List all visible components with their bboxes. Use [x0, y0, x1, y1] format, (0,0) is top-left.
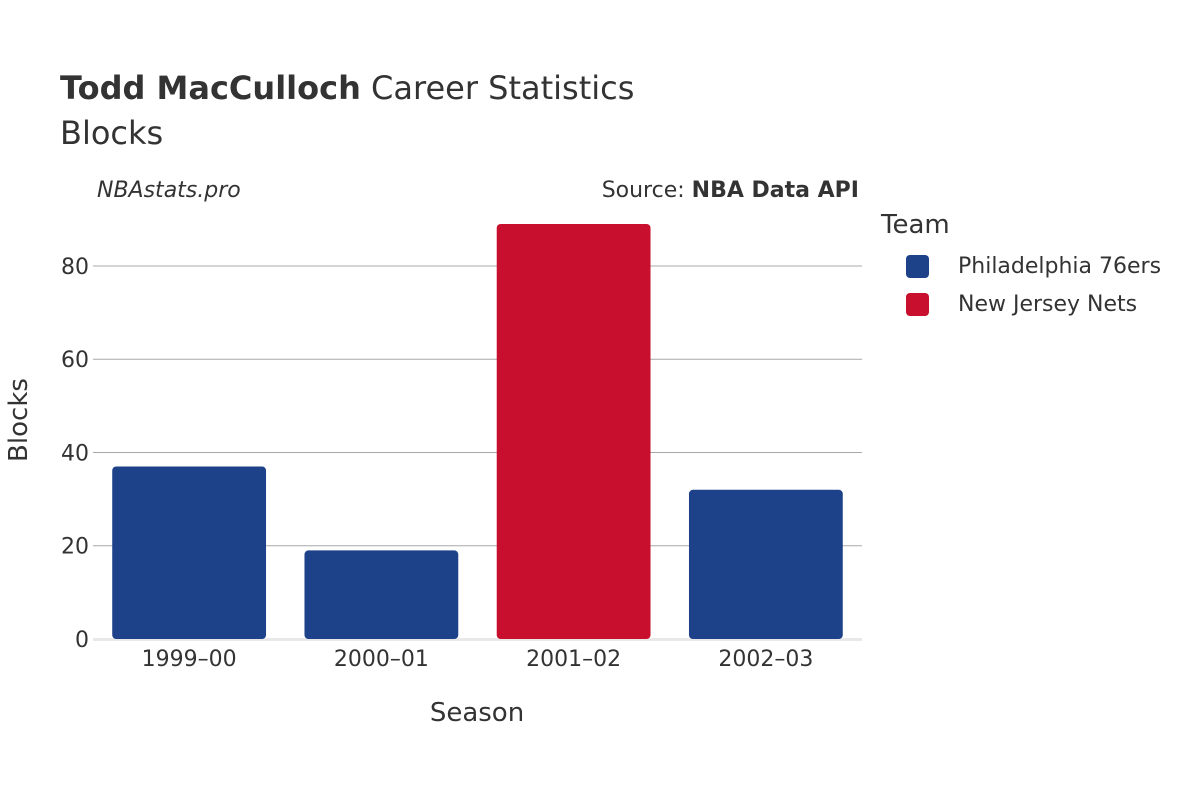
source-prefix: Source:	[601, 178, 692, 203]
legend-label-philadelphia-76ers: Philadelphia 76ers	[958, 254, 1162, 279]
bar-2001-02[interactable]	[496, 224, 651, 639]
chart-title: Todd MacCulloch Career Statistics	[60, 68, 634, 108]
title-player-name: Todd MacCulloch	[60, 69, 361, 107]
x-tick-label-1999-00: 1999–00	[142, 647, 237, 672]
y-tick-label-40: 40	[61, 441, 89, 466]
bar-1999-00[interactable]	[112, 466, 267, 639]
bar-2002-03[interactable]	[688, 489, 843, 639]
y-tick-label-20: 20	[61, 535, 89, 560]
source-credit: Source: NBA Data API	[602, 178, 859, 203]
title-rest: Career Statistics	[360, 69, 635, 107]
x-tick-label-2001-02: 2001–02	[526, 647, 621, 672]
x-tick-label-2002-03: 2002–03	[718, 647, 813, 672]
y-tick-label-60: 60	[61, 348, 89, 373]
bars	[112, 224, 843, 639]
site-watermark: NBAstats.pro	[97, 178, 241, 203]
y-axis-label: Blocks	[4, 378, 34, 462]
chart-subtitle: Blocks	[60, 114, 164, 152]
legend-item-new-jersey-nets[interactable]: New Jersey Nets	[906, 292, 1137, 317]
legend-label-new-jersey-nets: New Jersey Nets	[958, 292, 1138, 317]
x-tick-labels: 1999–00 2000–01 2001–02 2002–03	[142, 647, 814, 672]
x-axis-label: Season	[430, 698, 524, 728]
source-name: NBA Data API	[691, 178, 859, 203]
x-tick-label-2000-01: 2000–01	[334, 647, 429, 672]
legend-swatch-philadelphia-76ers	[906, 255, 929, 278]
y-tick-label-0: 0	[75, 628, 89, 653]
y-tick-labels: 0 20 40 60 80	[61, 255, 89, 653]
bar-2000-01[interactable]	[304, 550, 459, 639]
legend-swatch-new-jersey-nets	[906, 293, 929, 316]
legend-item-philadelphia-76ers[interactable]: Philadelphia 76ers	[906, 254, 1161, 279]
x-axis-baseline	[93, 638, 862, 641]
legend-title: Team	[881, 210, 950, 240]
y-tick-label-80: 80	[61, 255, 89, 280]
